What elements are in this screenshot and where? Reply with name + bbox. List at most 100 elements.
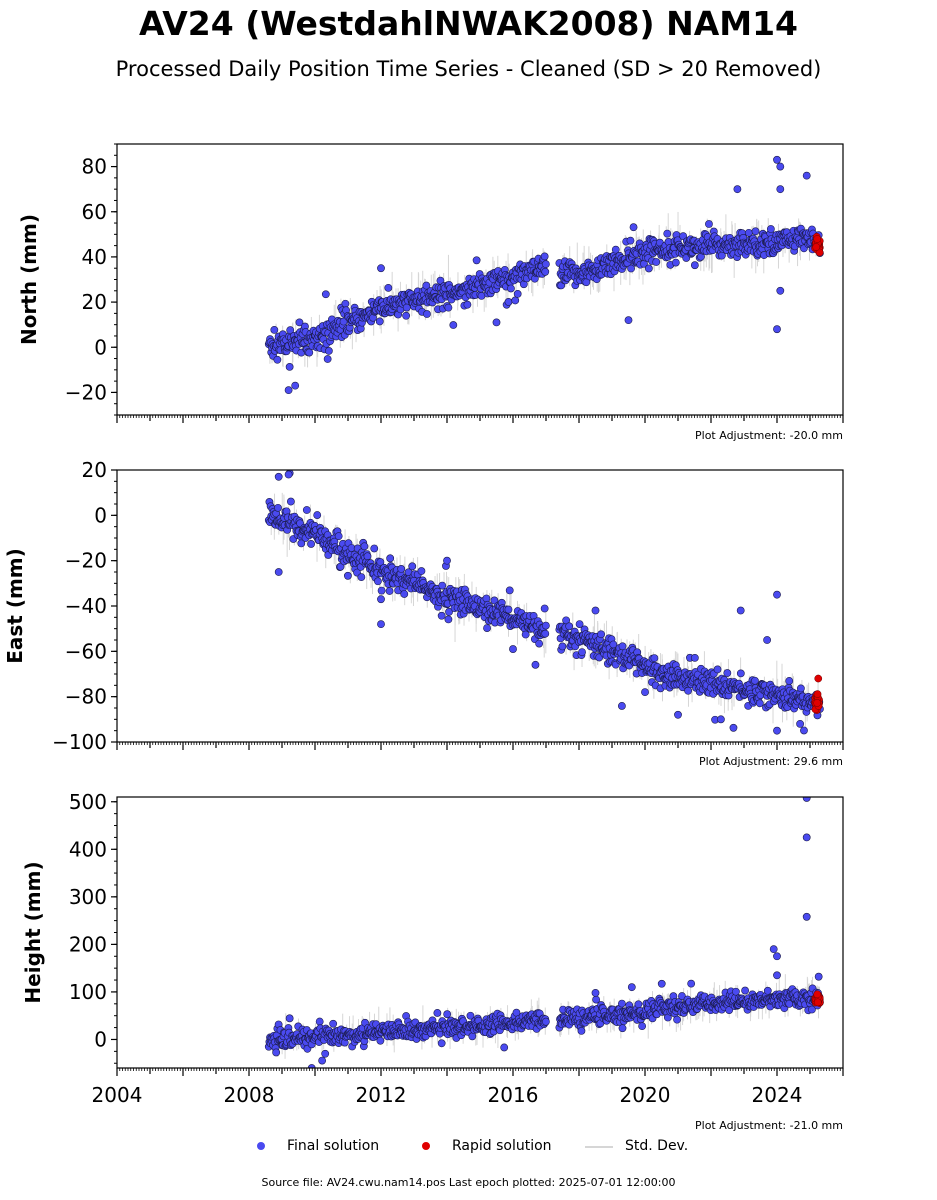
y-tick-label: 200 xyxy=(69,932,107,956)
final-point xyxy=(285,1014,294,1023)
chart-subtitle: Processed Daily Position Time Series - C… xyxy=(115,57,822,81)
final-point xyxy=(274,503,282,512)
final-point xyxy=(500,1043,509,1052)
y-tick-label: 20 xyxy=(82,458,107,482)
final-point xyxy=(785,677,794,685)
y-tick-label: −60 xyxy=(65,639,107,663)
final-point xyxy=(466,1011,475,1020)
final-outlier xyxy=(641,688,649,697)
panel-north: −20 0 20 40 60 80 North (mm) xyxy=(17,143,844,423)
y-tick-label: 100 xyxy=(69,980,107,1004)
y-tick-label: 60 xyxy=(82,200,107,224)
final-outlier xyxy=(773,952,781,961)
final-outlier xyxy=(773,726,781,735)
rapid-point xyxy=(812,243,821,251)
final-point xyxy=(626,236,635,245)
y-axis-label: Height (mm) xyxy=(21,861,45,1003)
final-point xyxy=(732,987,740,996)
final-point xyxy=(397,565,406,573)
final-point xyxy=(652,258,661,266)
final-point xyxy=(634,1000,643,1009)
final-point xyxy=(617,702,626,710)
final-outlier xyxy=(773,155,781,164)
final-point xyxy=(796,684,805,693)
final-point xyxy=(507,284,515,293)
final-point xyxy=(638,1022,647,1031)
final-point xyxy=(402,303,411,312)
legend-final-label: Final solution xyxy=(287,1138,380,1154)
final-point xyxy=(705,220,713,228)
final-point xyxy=(541,629,550,638)
final-point xyxy=(272,1048,281,1057)
final-point xyxy=(513,290,522,298)
y-tick-label: 20 xyxy=(82,290,107,314)
final-point xyxy=(723,669,732,677)
final-outlier xyxy=(274,472,283,481)
final-point xyxy=(690,261,699,270)
final-point xyxy=(597,630,605,639)
x-tick-label: 2024 xyxy=(752,1083,803,1107)
final-outlier xyxy=(284,386,293,395)
final-point xyxy=(324,347,333,355)
final-point xyxy=(375,317,384,326)
final-point xyxy=(504,298,513,306)
final-point xyxy=(286,497,295,506)
y-tick-label: 500 xyxy=(69,790,107,814)
y-tick-label: 40 xyxy=(82,245,107,269)
final-outlier xyxy=(776,162,785,171)
data-layer xyxy=(264,470,824,735)
stddev-line-icon xyxy=(585,1146,613,1148)
final-point xyxy=(627,264,635,273)
final-point xyxy=(433,1009,442,1017)
final-outlier xyxy=(736,606,745,615)
final-point xyxy=(422,281,431,290)
final-point xyxy=(295,318,304,327)
final-point xyxy=(763,986,772,995)
final-point xyxy=(541,267,550,276)
final-point xyxy=(814,972,823,981)
x-tick-label: 2012 xyxy=(356,1083,407,1107)
final-outlier xyxy=(769,945,778,954)
final-point xyxy=(270,325,279,334)
final-point xyxy=(400,590,409,598)
final-point xyxy=(323,355,332,363)
final-point xyxy=(611,245,620,254)
final-point xyxy=(671,258,680,267)
final-point xyxy=(490,596,499,605)
final-outlier xyxy=(802,171,811,180)
final-point xyxy=(575,620,584,628)
y-tick-label: −20 xyxy=(65,380,107,404)
final-point xyxy=(377,586,386,595)
final-point xyxy=(482,594,491,603)
final-outlier xyxy=(509,645,517,653)
final-outlier xyxy=(773,971,781,980)
y-tick-label: 0 xyxy=(94,335,107,359)
final-point xyxy=(521,630,530,639)
x-tick-label: 2008 xyxy=(224,1083,275,1107)
final-outlier xyxy=(674,710,682,719)
final-point xyxy=(443,1010,452,1019)
rapid-point xyxy=(813,690,822,698)
final-point xyxy=(363,552,372,561)
final-point xyxy=(808,1005,816,1014)
y-tick-label: 300 xyxy=(69,885,107,909)
final-point xyxy=(629,223,638,232)
final-point xyxy=(444,615,453,624)
final-point xyxy=(687,979,696,988)
final-point xyxy=(445,607,453,616)
final-point xyxy=(463,300,472,309)
x-tick-label: 2004 xyxy=(92,1083,143,1107)
final-outlier xyxy=(443,556,451,565)
final-outlier xyxy=(492,318,501,327)
final-point xyxy=(578,648,586,657)
chart-title: AV24 (WestdahlNWAK2008) NAM14 xyxy=(138,4,799,43)
final-point xyxy=(800,726,808,735)
y-tick-label: 400 xyxy=(69,837,107,861)
final-point xyxy=(438,581,447,590)
final-point xyxy=(565,622,574,631)
final-point xyxy=(449,321,458,329)
final-point xyxy=(663,229,672,238)
final-point xyxy=(729,723,738,732)
final-outlier xyxy=(773,590,781,599)
final-point xyxy=(437,1039,446,1048)
